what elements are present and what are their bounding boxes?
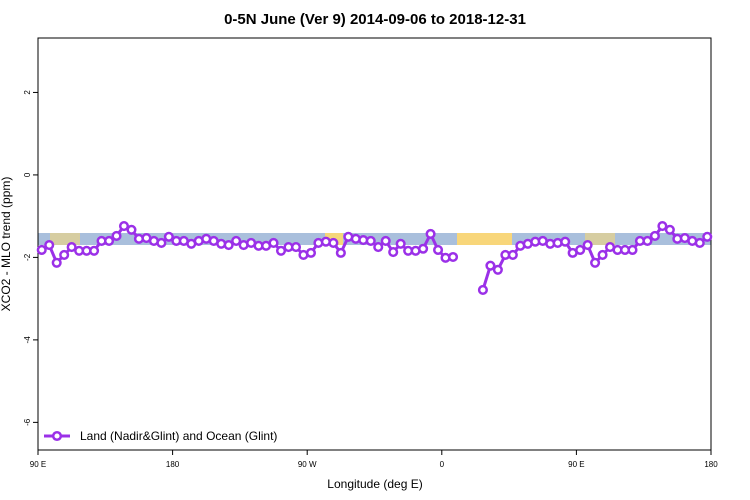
legend-label: Land (Nadir&Glint) and Ocean (Glint): [80, 429, 277, 443]
data-point: [560, 236, 571, 247]
data-point: [649, 230, 660, 242]
data-point: [268, 237, 279, 249]
data-point: [582, 239, 593, 251]
data-point: [507, 249, 518, 260]
data-point: [335, 247, 346, 258]
y-axis-label: XCO2 - MLO trend (ppm): [0, 177, 13, 312]
y-tick-label: -6: [23, 418, 32, 426]
data-point: [305, 247, 316, 258]
data-point: [231, 235, 242, 246]
x-tick-label: 90 W: [298, 460, 317, 469]
y-tick-label: 2: [23, 90, 32, 95]
land-band: [585, 233, 615, 245]
data-point: [477, 284, 488, 296]
data-point: [156, 237, 167, 249]
data-point: [59, 249, 70, 260]
chart-title: 0-5N June (Ver 9) 2014-09-06 to 2018-12-…: [224, 11, 526, 28]
data-point: [365, 235, 376, 246]
data-point: [433, 244, 444, 256]
x-tick-label: 180: [704, 460, 718, 469]
data-point: [44, 239, 55, 251]
data-point: [223, 239, 234, 251]
data-point: [388, 246, 399, 258]
legend-marker: [51, 430, 63, 442]
x-tick-label: 180: [166, 460, 180, 469]
data-point: [575, 244, 586, 256]
x-axis-label: Longitude (deg E): [327, 477, 422, 491]
data-point: [485, 260, 496, 271]
land-band: [50, 233, 80, 245]
data-point: [275, 245, 287, 256]
y-tick-label: -4: [23, 336, 32, 344]
y-tick-label: 0: [23, 172, 32, 177]
data-point: [51, 257, 62, 268]
data-point: [89, 245, 100, 256]
data-point: [597, 249, 608, 260]
data-point: [627, 244, 638, 256]
data-point: [395, 238, 406, 249]
data-point: [425, 228, 436, 239]
y-tick-label: -2: [23, 253, 32, 261]
data-point: [664, 224, 675, 235]
x-tick-label: 90 E: [568, 460, 584, 469]
data-point: [66, 242, 77, 253]
data-point: [380, 235, 391, 246]
data-point: [36, 244, 47, 256]
plot-frame: [37, 37, 712, 451]
x-tick-label: 90 E: [30, 460, 46, 469]
data-point: [492, 264, 503, 275]
data-point: [694, 237, 705, 249]
data-point: [118, 221, 130, 232]
x-tick-label: 0: [440, 460, 445, 469]
land-band: [457, 233, 512, 245]
data-point: [111, 230, 122, 242]
data-point: [590, 257, 601, 268]
data-point: [642, 235, 653, 246]
data-point: [126, 224, 137, 235]
data-point: [290, 242, 302, 253]
data-point: [163, 231, 174, 242]
data-point: [328, 237, 339, 249]
data-point: [702, 231, 713, 242]
data-point: [418, 243, 429, 254]
data-point: [103, 235, 115, 246]
data-point: [373, 242, 384, 253]
data-point: [657, 221, 668, 232]
data-point: [447, 251, 459, 263]
